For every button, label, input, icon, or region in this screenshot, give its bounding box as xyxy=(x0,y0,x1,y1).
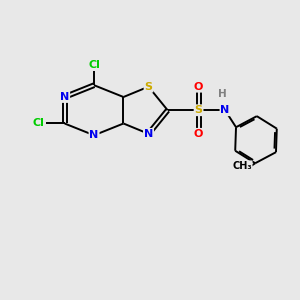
Text: Cl: Cl xyxy=(32,118,44,128)
Text: N: N xyxy=(89,130,99,140)
Text: CH₃: CH₃ xyxy=(232,161,252,171)
Text: S: S xyxy=(145,82,152,92)
Text: N: N xyxy=(60,92,69,102)
Text: Cl: Cl xyxy=(88,60,100,70)
Text: O: O xyxy=(194,82,203,92)
Text: O: O xyxy=(194,129,203,139)
Text: H: H xyxy=(218,89,226,99)
Text: N: N xyxy=(144,129,153,139)
Text: S: S xyxy=(195,105,203,115)
Text: N: N xyxy=(220,105,230,115)
